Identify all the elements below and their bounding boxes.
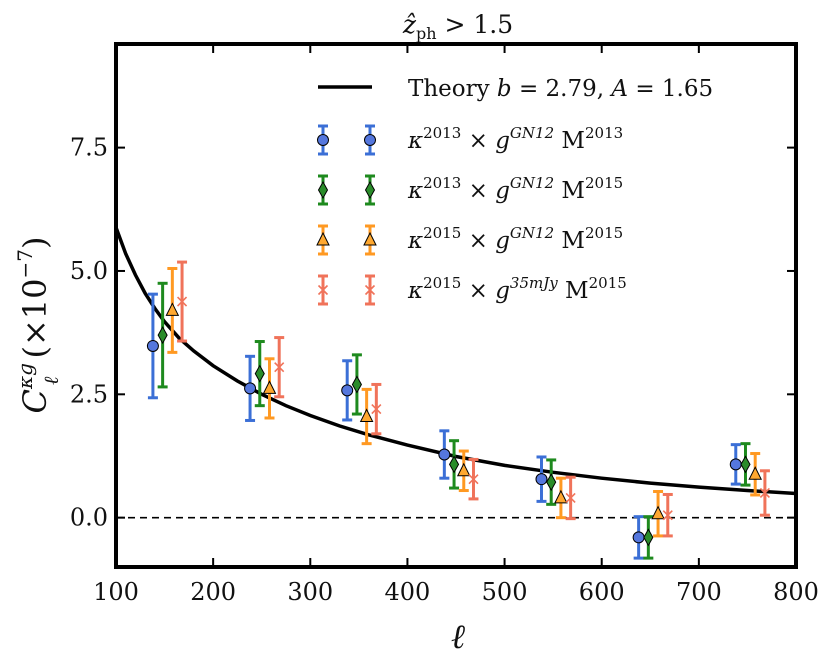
series-2-point-marker [351,375,362,394]
legend-marker-series-1 [364,134,376,146]
legend-label-series-3: κ2015 × gGN12 M2015 [407,224,623,254]
y-tick-label: 5.0 [70,257,108,285]
series-2-point-marker [740,455,751,474]
series-3-point-marker [262,380,277,394]
legend: Theory b = 2.79, A = 1.65 κ2013 × gGN12 … [316,76,713,306]
series-3-point-marker [359,408,374,423]
series-4-point-marker [468,474,479,485]
series-4 [176,260,770,538]
series-1-point-marker [244,382,257,395]
chart-title: ẑph > 1.5 [402,10,513,43]
series-1-point-marker [146,339,159,352]
series-2-point-marker [643,528,654,547]
y-tick-label: 7.5 [70,134,108,162]
data-layer [114,226,797,560]
y-tick-label: 2.5 [70,380,108,408]
x-axis-label: ℓ [451,617,465,657]
x-tick-label: 200 [190,578,236,606]
series-2-point-marker [157,326,168,345]
x-tick-label: 600 [579,578,625,606]
legend-label-series-2: κ2013 × gGN12 M2015 [407,174,623,204]
y-axis-label: Cκg ℓ (×10−7) [13,237,63,414]
axes-layer: 100 200 300 400 500 600 700 800 0.0 2.5 5.0 7.5 [70,44,819,606]
series-4-point-marker [759,487,770,499]
series-1-point-marker [438,448,451,461]
legend-label-series-4: κ2015 × g35mJy M2015 [407,274,627,304]
x-tick-label: 300 [287,578,333,606]
series-4-point-marker [371,404,382,415]
legend-marker-series-3 [316,231,330,246]
series-3-point-marker [651,505,665,520]
series-3-point-marker [748,466,763,480]
series-4-point-marker [176,296,188,307]
x-tick-label: 700 [676,578,722,606]
series-3-point-marker [554,489,568,504]
legend-label-series-1: κ2013 × gGN12 M2013 [407,124,623,154]
legend-markers [316,124,377,306]
series-1-point-marker [341,384,354,397]
series-1-point-marker [632,531,645,544]
series-3-point-marker [165,302,180,316]
series-3 [165,266,763,538]
series-1-point-marker [535,473,548,486]
legend-marker-series-4 [364,284,376,296]
y-tick-label: 0.0 [70,504,108,532]
series-4-point-marker [662,510,673,521]
x-tick-label: 500 [482,578,528,606]
legend-theory-label: Theory b = 2.79, A = 1.65 [408,76,713,102]
series-4-point-marker [565,492,576,503]
series-1 [146,292,742,560]
series-2-point-marker [448,455,460,474]
series-2-point-marker [546,473,557,492]
legend-marker-series-2 [317,180,329,200]
series-2 [157,281,751,560]
legend-marker-series-1 [317,134,329,146]
series-2-point-marker [254,364,265,383]
series-4-point-marker [274,362,285,373]
plot-area [114,42,798,569]
x-tick-label: 100 [93,578,139,606]
theory-curve [114,226,797,496]
series-1-point-marker [729,458,742,471]
series-3-point-marker [456,462,471,477]
legend-marker-series-4 [317,284,329,296]
legend-marker-series-2 [364,180,376,200]
x-tick-label: 800 [773,578,819,606]
legend-marker-series-3 [363,231,377,246]
x-tick-label: 400 [385,578,431,606]
